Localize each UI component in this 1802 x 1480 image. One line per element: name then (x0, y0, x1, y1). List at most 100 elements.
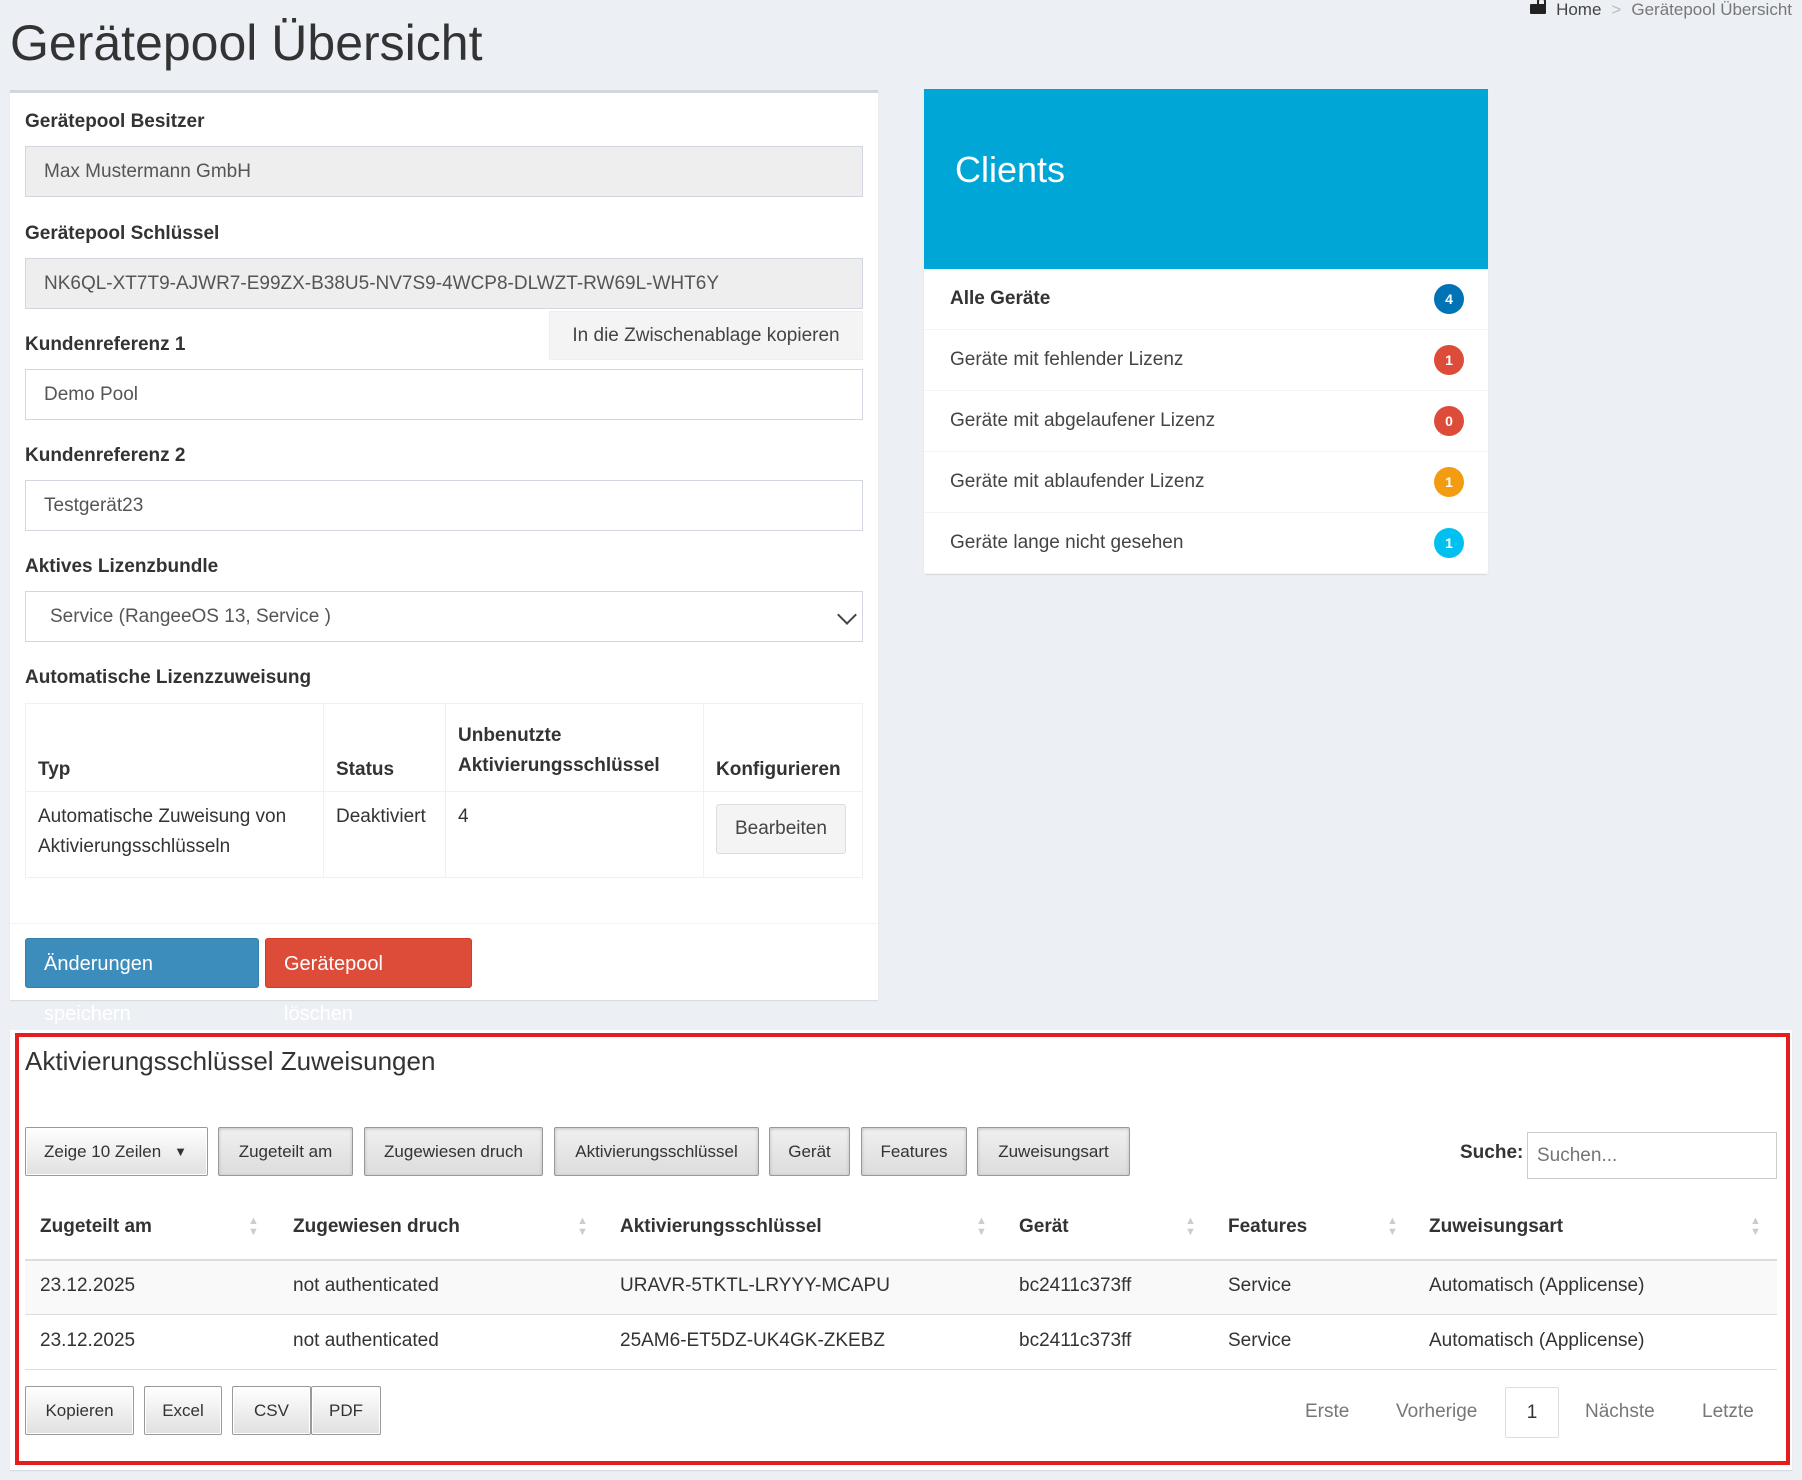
table-bottom-border (25, 1369, 1777, 1370)
table-row: Automatische Zuweisung von Aktivierungss… (25, 791, 863, 878)
delete-pool-button[interactable]: Gerätepool löschen (265, 938, 472, 1025)
clients-item-label: Geräte mit ablaufender Lizenz (950, 471, 1205, 492)
pagination-page-1[interactable]: 1 (1505, 1387, 1559, 1438)
column-header[interactable]: Aktivierungsschlüssel (620, 1216, 822, 1237)
table-cell: Service (1228, 1330, 1292, 1351)
table-row (25, 1314, 1777, 1369)
clients-item[interactable]: Geräte mit ablaufender Lizenz 1 (924, 452, 1488, 513)
ref2-input[interactable]: Testgerät23 (25, 480, 863, 531)
count-badge: 1 (1434, 528, 1464, 558)
column-toggle-button[interactable]: Gerät (769, 1127, 850, 1176)
ref1-label: Kundenreferenz 1 (25, 334, 186, 355)
column-header[interactable]: Zugewiesen druch (293, 1216, 460, 1237)
column-header[interactable]: Zugeteilt am (40, 1216, 152, 1237)
pool-settings-box: Gerätepool Besitzer Max Mustermann GmbH … (10, 90, 878, 1025)
column-toggle-button[interactable]: Zuweisungsart (977, 1127, 1130, 1176)
sort-icon[interactable]: ▲ ▼ (1387, 1215, 1398, 1238)
clients-item[interactable]: Geräte mit abgelaufener Lizenz 0 (924, 391, 1488, 452)
assignments-title: Aktivierungsschlüssel Zuweisungen (25, 1046, 436, 1076)
chevron-down-icon (837, 605, 857, 625)
breadcrumb-home[interactable]: Home (1556, 0, 1602, 19)
sort-icon[interactable]: ▲ ▼ (248, 1215, 259, 1238)
column-toggle-button[interactable]: Zugeteilt am (218, 1127, 353, 1176)
count-badge: 1 (1434, 467, 1464, 497)
auto-assign-table: Typ Status Unbenutzte Aktivierungsschlüs… (25, 703, 863, 878)
sort-icon[interactable]: ▲ ▼ (1750, 1215, 1761, 1238)
save-button[interactable]: Änderungen speichern (25, 938, 259, 1025)
breadcrumb: Home > Gerätepool Übersicht (1530, 0, 1792, 20)
clients-item-label: Geräte lange nicht gesehen (950, 532, 1184, 553)
key-label: Gerätepool Schlüssel (25, 223, 220, 244)
col-unused: Unbenutzte Aktivierungsschlüssel (445, 703, 704, 792)
owner-label: Gerätepool Besitzer (25, 111, 205, 132)
clients-item[interactable]: Alle Geräte 4 (924, 269, 1488, 330)
column-toggle-button[interactable]: Aktivierungsschlüssel (554, 1127, 759, 1176)
sort-icon[interactable]: ▲ ▼ (976, 1215, 987, 1238)
export-button[interactable]: CSV (232, 1386, 311, 1435)
table-cell: bc2411c373ff (1019, 1330, 1132, 1351)
clients-widget: Clients Alle Geräte 4 Geräte mit fehlender… (924, 89, 1488, 574)
col-configure: Konfigurieren (703, 703, 863, 792)
table-cell: Service (1228, 1275, 1292, 1296)
col-typ: Typ (25, 703, 324, 792)
count-badge: 0 (1434, 406, 1464, 436)
table-cell: not authenticated (293, 1275, 439, 1296)
pagination-next[interactable]: Nächste (1585, 1401, 1655, 1422)
pagination-previous[interactable]: Vorherige (1396, 1401, 1478, 1422)
column-toggle-button[interactable]: Zugewiesen druch (364, 1127, 543, 1176)
table-row (25, 1259, 1777, 1314)
table-cell: 23.12.2025 (40, 1275, 136, 1296)
sort-icon[interactable]: ▲ ▼ (577, 1215, 588, 1238)
table-cell: 25AM6-ET5DZ-UK4GK-ZKEBZ (620, 1330, 885, 1351)
clients-item-label: Geräte mit abgelaufener Lizenz (950, 410, 1216, 431)
divider (10, 923, 878, 924)
bundle-value: Service (RangeeOS 13, Service ) (50, 606, 331, 627)
count-badge: 1 (1434, 345, 1464, 375)
export-button[interactable]: Kopieren (25, 1386, 134, 1435)
unlock-icon (1530, 0, 1547, 14)
table-cell: 23.12.2025 (40, 1330, 136, 1351)
column-header[interactable]: Zuweisungsart (1429, 1216, 1564, 1237)
rows-per-page-label: Zeige 10 Zeilen (44, 1142, 162, 1161)
table-cell: Automatisch (Applicense) (1429, 1275, 1645, 1296)
pagination-first[interactable]: Erste (1305, 1401, 1350, 1422)
clients-item-label: Alle Geräte (950, 288, 1051, 309)
rows-per-page-select[interactable]: Zeige 10 Zeilen ▼ (25, 1127, 208, 1176)
cell-status: Deaktiviert (323, 791, 446, 878)
table-header-row: Typ Status Unbenutzte Aktivierungsschlüs… (25, 703, 863, 792)
copy-to-clipboard-button[interactable]: In die Zwischenablage kopieren (549, 311, 863, 360)
search-input[interactable] (1527, 1132, 1777, 1179)
column-header[interactable]: Gerät (1019, 1216, 1069, 1237)
table-cell: URAVR-5TKTL-LRYYY-MCAPU (620, 1275, 890, 1296)
owner-field[interactable]: Max Mustermann GmbH (25, 146, 863, 197)
table-cell: bc2411c373ff (1019, 1275, 1132, 1296)
export-button[interactable]: PDF (311, 1386, 381, 1435)
col-status: Status (323, 703, 446, 792)
pagination-last[interactable]: Letzte (1702, 1401, 1754, 1422)
bundle-select[interactable]: Service (RangeeOS 13, Service ) (25, 591, 863, 642)
breadcrumb-separator: > (1611, 0, 1622, 19)
ref2-label: Kundenreferenz 2 (25, 445, 186, 466)
ref1-input[interactable]: Demo Pool (25, 369, 863, 420)
clients-item[interactable]: Geräte mit fehlender Lizenz 1 (924, 330, 1488, 391)
clients-title: Clients (924, 89, 1488, 269)
count-badge: 4 (1434, 284, 1464, 314)
edit-button[interactable]: Bearbeiten (716, 804, 846, 854)
clients-item[interactable]: Geräte lange nicht gesehen 1 (924, 513, 1488, 574)
search-label: Suche: (1460, 1142, 1524, 1163)
key-field[interactable]: NK6QL-XT7T9-AJWR7-E99ZX-B38U5-NV7S9-4WCP… (25, 258, 863, 309)
clients-item-label: Geräte mit fehlender Lizenz (950, 349, 1184, 370)
table-cell: not authenticated (293, 1330, 439, 1351)
page-title: Gerätepool Übersicht (10, 15, 483, 71)
caret-down-icon: ▼ (174, 1144, 187, 1159)
cell-unused: 4 (445, 791, 704, 878)
cell-typ: Automatische Zuweisung von Aktivierungss… (25, 791, 324, 878)
sort-icon[interactable]: ▲ ▼ (1185, 1215, 1196, 1238)
auto-assign-label: Automatische Lizenzzuweisung (25, 667, 312, 688)
column-toggle-button[interactable]: Features (861, 1127, 967, 1176)
export-button[interactable]: Excel (144, 1386, 222, 1435)
breadcrumb-current: Gerätepool Übersicht (1631, 0, 1792, 19)
bundle-label: Aktives Lizenzbundle (25, 556, 219, 577)
column-header[interactable]: Features (1228, 1216, 1308, 1237)
table-cell: Automatisch (Applicense) (1429, 1330, 1645, 1351)
